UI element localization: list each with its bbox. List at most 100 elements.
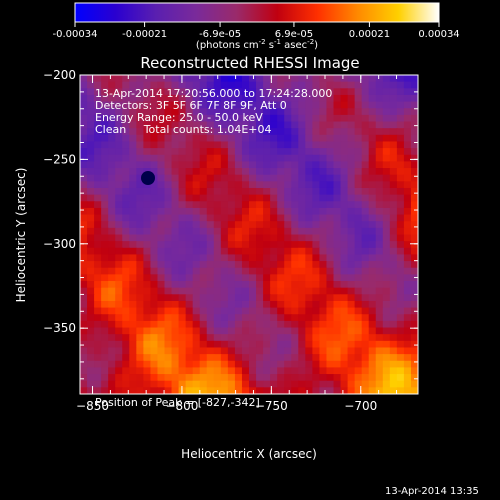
heatmap-cell: [178, 168, 187, 176]
heatmap-cell: [129, 387, 137, 394]
heatmap-cell: [347, 307, 356, 315]
heatmap-cell: [305, 154, 313, 162]
heatmap-cell: [326, 128, 335, 136]
heatmap-cell: [192, 281, 201, 289]
heatmap-cell: [101, 327, 109, 335]
heatmap-cell: [122, 141, 130, 149]
heatmap-cell: [347, 360, 356, 369]
heatmap-cell: [164, 274, 173, 282]
heatmap-cell: [199, 81, 208, 89]
heatmap-cell: [227, 261, 236, 269]
heatmap-cell: [136, 327, 144, 335]
heatmap-cell: [220, 307, 229, 315]
heatmap-cell: [108, 81, 116, 89]
heatmap-cell: [192, 134, 201, 143]
heatmap-cell: [185, 108, 194, 116]
heatmap-cell: [375, 207, 384, 216]
heatmap-cell: [270, 241, 278, 249]
heatmap-cell: [192, 374, 201, 382]
heatmap-cell: [206, 154, 215, 162]
heatmap-cell: [241, 360, 250, 369]
heatmap-cell: [368, 347, 377, 355]
heatmap-cell: [263, 374, 271, 382]
heatmap-cell: [333, 254, 342, 262]
heatmap-cell: [227, 247, 236, 256]
heatmap-cell: [206, 340, 215, 349]
heatmap-cell: [115, 300, 123, 309]
heatmap-cell: [143, 274, 152, 282]
heatmap-cell: [249, 274, 257, 282]
heatmap-cell: [185, 121, 194, 129]
heatmap-cell: [298, 334, 306, 342]
heatmap-cell: [213, 148, 222, 156]
heatmap-cell: [101, 227, 109, 236]
heatmap-cell: [220, 300, 229, 309]
heatmap-cell: [129, 287, 137, 295]
heatmap-cell: [319, 267, 328, 275]
heatmap-cell: [305, 380, 313, 388]
heatmap-cell: [80, 300, 88, 309]
heatmap-cell: [80, 294, 88, 302]
heatmap-cell: [241, 128, 250, 136]
heatmap-cell: [368, 294, 377, 302]
heatmap-cell: [277, 148, 285, 156]
heatmap-cell: [87, 141, 95, 149]
heatmap-cell: [80, 174, 88, 182]
heatmap-cell: [157, 187, 166, 196]
heatmap-cell: [326, 227, 335, 236]
heatmap-cell: [305, 347, 313, 355]
heatmap-cell: [241, 207, 250, 216]
heatmap-cell: [115, 114, 123, 123]
heatmap-cell: [150, 194, 159, 202]
heatmap-cell: [234, 307, 243, 315]
colorbar-tick-label: 0.00034: [418, 29, 459, 40]
heatmap-cell: [354, 128, 363, 136]
heatmap-cell: [220, 181, 229, 189]
heatmap-cell: [396, 274, 405, 282]
heatmap-cell: [185, 307, 194, 315]
heatmap-cell: [122, 234, 130, 242]
heatmap-cell: [213, 161, 222, 169]
heatmap-cell: [368, 287, 377, 295]
heatmap-cell: [389, 168, 398, 176]
heatmap-cell: [227, 281, 236, 289]
heatmap-cell: [94, 367, 102, 375]
heatmap-cell: [284, 154, 292, 162]
heatmap-cell: [382, 347, 391, 355]
heatmap-cell: [143, 94, 152, 103]
heatmap-cell: [270, 227, 278, 236]
heatmap-cell: [375, 261, 384, 269]
heatmap-cell: [249, 354, 257, 362]
heatmap-cell: [340, 347, 349, 355]
heatmap-cell: [256, 307, 264, 315]
heatmap-cell: [277, 354, 285, 362]
heatmap-cell: [326, 334, 335, 342]
heatmap-cell: [220, 207, 229, 216]
heatmap-cell: [382, 261, 391, 269]
axis-ticks: −850 −800 −750 −700−200−250−300−350: [43, 68, 418, 413]
heatmap-cell: [263, 221, 271, 229]
heatmap-cell: [101, 168, 109, 176]
heatmap-cell: [333, 347, 342, 355]
heatmap-cell: [305, 320, 313, 329]
heatmap-cell: [340, 281, 349, 289]
heatmap-cell: [368, 221, 377, 229]
heatmap-cell: [136, 174, 144, 182]
heatmap-cell: [410, 314, 418, 322]
heatmap-cell: [319, 314, 328, 322]
heatmap-cell: [185, 134, 194, 143]
chart-title: Reconstructed RHESSI Image: [140, 54, 359, 72]
heatmap-cell: [199, 128, 208, 136]
heatmap-cell: [185, 174, 194, 182]
heatmap-cell: [227, 194, 236, 202]
heatmap-cell: [375, 340, 384, 349]
heatmap-cell: [368, 360, 377, 369]
heatmap-cell: [256, 294, 264, 302]
heatmap-cell: [115, 327, 123, 335]
heatmap-cell: [389, 141, 398, 149]
heatmap-cell: [270, 347, 278, 355]
heatmap-cell: [192, 207, 201, 216]
heatmap-cell: [157, 254, 166, 262]
heatmap-cell: [206, 75, 215, 83]
heatmap-cell: [178, 281, 187, 289]
